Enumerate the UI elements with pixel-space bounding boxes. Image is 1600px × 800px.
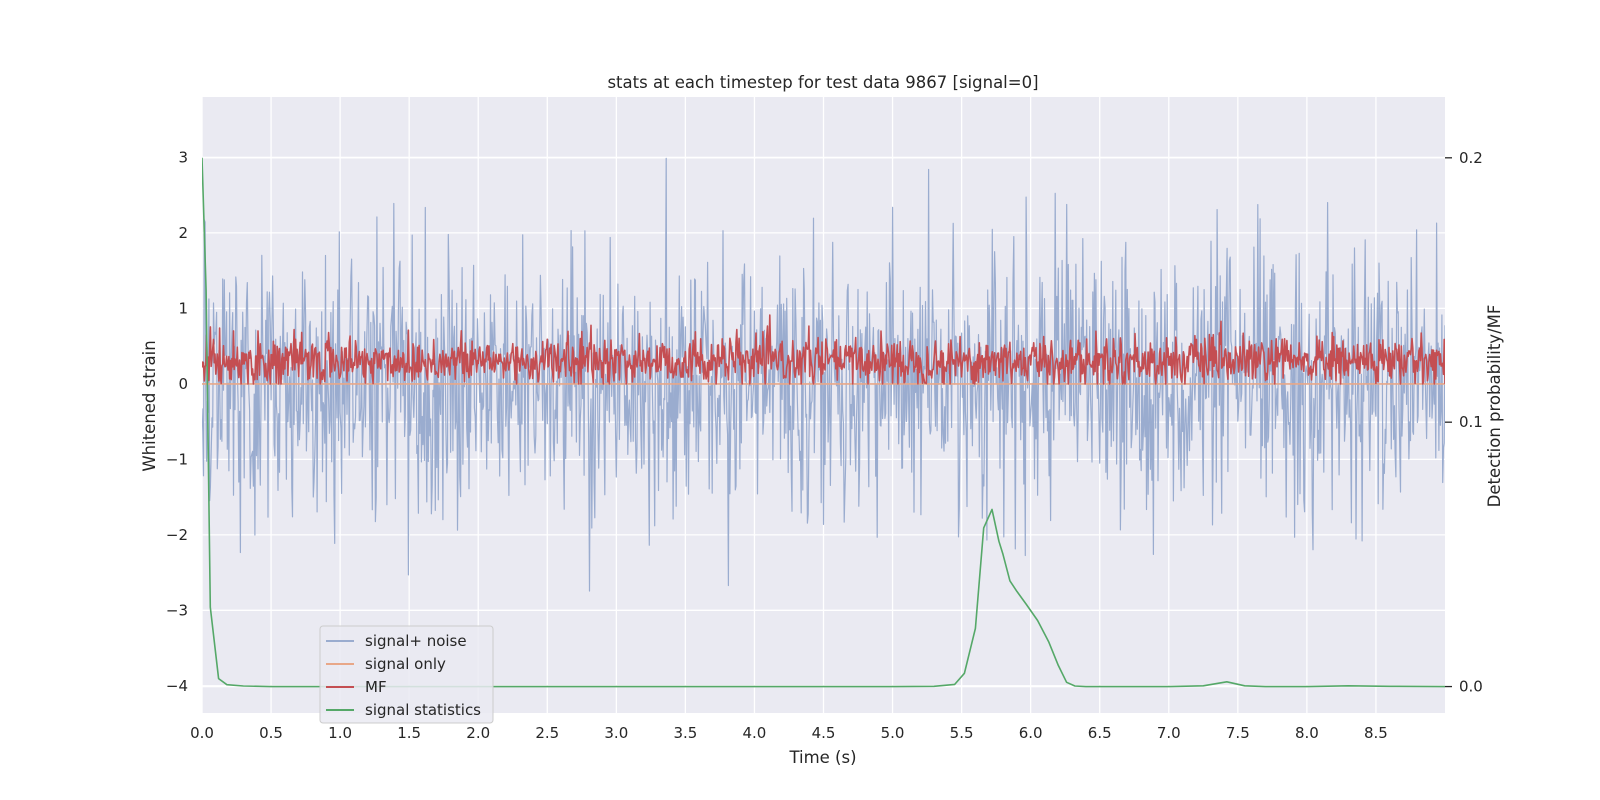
x-tick-label: 7.0 [1157,724,1181,742]
x-tick-label: 3.0 [604,724,628,742]
y-axis-right: 0.0 0.1 0.2 [1445,149,1483,696]
y2-axis-label: Detection probability/MF [1485,305,1504,508]
series-layer [202,157,1445,688]
y-tick-label: 2 [178,224,188,242]
y-tick-label: −3 [166,601,188,619]
x-tick-label: 6.0 [1019,724,1043,742]
x-tick-label: 1.0 [328,724,352,742]
series-line-2 [202,314,1445,385]
y-axis-left: −4 −3 −2 −1 0 1 2 3 [166,148,188,694]
x-tick-label: 8.0 [1295,724,1319,742]
y2-tick-label: 0.1 [1459,413,1483,431]
x-tick-label: 0.0 [190,724,214,742]
x-axis: 0.0 0.5 1.0 1.5 2.0 2.5 3.0 3.5 4.0 4.5 5.0 5.5 6.0 6… [190,724,1388,742]
legend-box [319,625,494,724]
x-tick-label: 3.5 [673,724,697,742]
x-tick-label: 8.5 [1364,724,1388,742]
x-tick-label: 1.5 [397,724,421,742]
y-tick-label: −1 [166,450,188,468]
x-tick-label: 5.0 [881,724,905,742]
y-tick-label: 0 [178,375,188,393]
y-tick-label: 1 [178,299,188,317]
legend-label: signal only [365,655,446,673]
y-tick-label: −4 [166,677,188,695]
x-tick-label: 4.0 [743,724,767,742]
y2-tick-label: 0.2 [1459,149,1483,167]
x-tick-label: 5.5 [950,724,974,742]
x-tick-label: 7.5 [1226,724,1250,742]
series-line-3 [202,157,1445,688]
y-tick-label: −2 [166,526,188,544]
x-tick-label: 6.5 [1088,724,1112,742]
x-tick-label: 2.5 [535,724,559,742]
legend: signal+ noise signal only MF signal statist… [319,625,494,724]
x-tick-label: 0.5 [259,724,283,742]
x-tick-label: 4.5 [812,724,836,742]
chart-title: stats at each timestep for test data 986… [607,73,1038,92]
y2-tick-label: 0.0 [1459,678,1483,696]
legend-label: signal+ noise [365,632,467,650]
legend-label: MF [365,678,387,696]
legend-label: signal statistics [365,701,481,719]
x-axis-label: Time (s) [788,748,856,767]
y-tick-label: 3 [178,148,188,166]
y-axis-label: Whitened strain [140,340,159,471]
x-tick-label: 2.0 [466,724,490,742]
